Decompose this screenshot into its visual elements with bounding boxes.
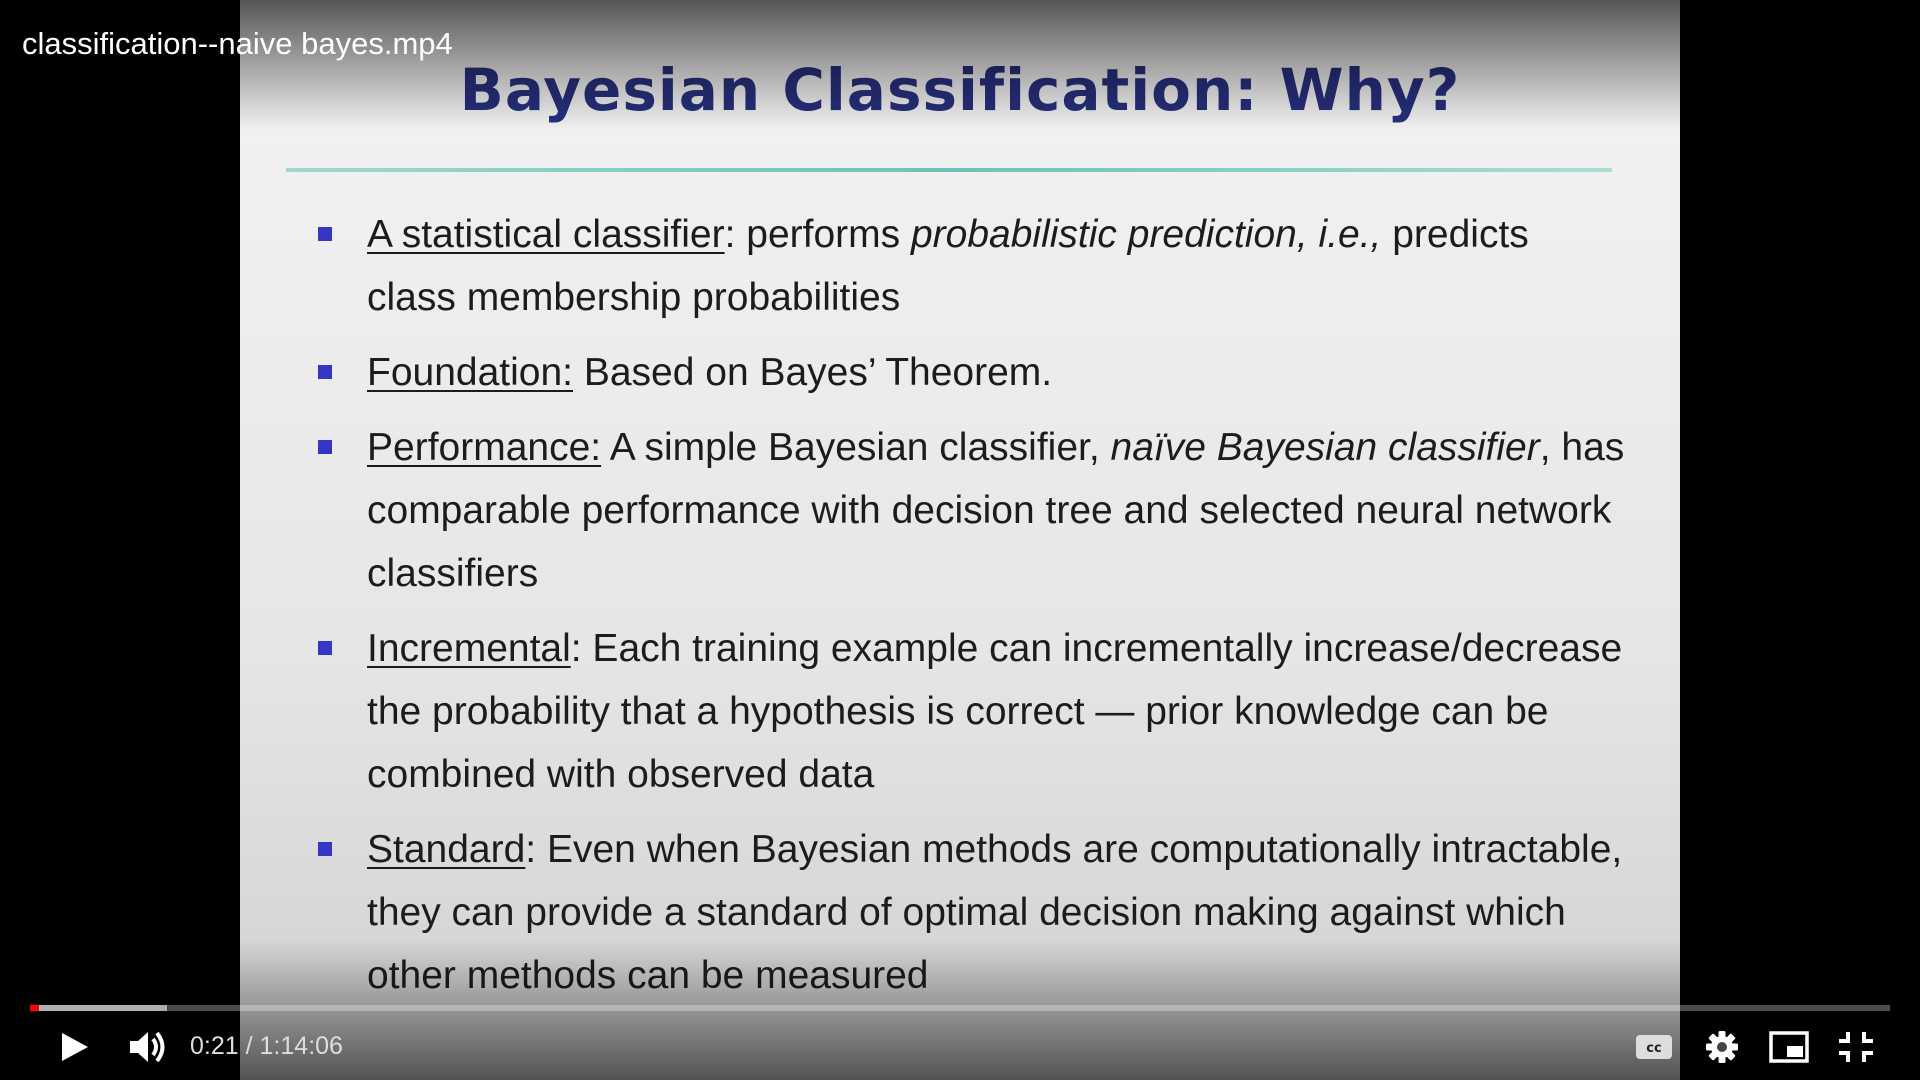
current-time: 0:21 <box>190 1032 239 1060</box>
top-shade <box>0 0 1920 130</box>
bullet-text: Standard <box>367 828 526 871</box>
video-title[interactable]: classification--naive bayes.mp4 <box>22 26 453 61</box>
bullet: Performance: A simple Bayesian classifie… <box>240 416 1627 605</box>
title-rule <box>286 168 1612 172</box>
bullet-text: naïve Bayesian classifier <box>1110 426 1540 469</box>
progress-bar[interactable] <box>30 1005 1890 1011</box>
bullet-marker <box>318 440 332 454</box>
bullet: A statistical classifier: performs proba… <box>240 203 1627 329</box>
bullet-text: : performs <box>724 213 911 256</box>
played-bar <box>30 1005 39 1011</box>
bullet-list: A statistical classifier: performs proba… <box>240 203 1680 1019</box>
exit-fullscreen-button[interactable] <box>1832 1024 1880 1070</box>
bullet-text: Foundation: <box>367 351 573 394</box>
miniplayer-button[interactable] <box>1765 1024 1813 1070</box>
bullet-text: Based on Bayes’ Theorem. <box>573 351 1053 394</box>
slide: Bayesian Classification: Why? A statisti… <box>240 0 1680 1080</box>
bottom-shade <box>0 940 1920 1080</box>
bullet-marker <box>318 842 332 856</box>
bullet-marker <box>318 227 332 241</box>
bullet-text: , has comparable performance with decisi… <box>367 426 1625 595</box>
bullet-text: A simple Bayesian classifier, <box>601 426 1111 469</box>
bullet-text: predicts class membership probabilities <box>367 213 1529 319</box>
time-display: 0:21 / 1:14:06 <box>190 1032 343 1061</box>
bullet-marker <box>318 641 332 655</box>
buffered-bar <box>30 1005 167 1011</box>
svg-text:ᴄᴄ: ᴄᴄ <box>1646 1041 1661 1056</box>
settings-button[interactable] <box>1698 1024 1746 1070</box>
duration: 1:14:06 <box>259 1032 343 1060</box>
volume-button[interactable] <box>124 1024 172 1070</box>
time-separator: / <box>245 1032 253 1060</box>
play-button[interactable] <box>50 1024 98 1070</box>
bullet-text: Incremental <box>367 627 571 670</box>
bullet: Incremental: Each training example can i… <box>240 617 1627 806</box>
bullet-text: : Each training example can incrementall… <box>367 627 1623 796</box>
bullet-text: probabilistic prediction, i.e., <box>910 213 1382 256</box>
bullet-text: Performance: <box>367 426 602 469</box>
bullet: Foundation: Based on Bayes’ Theorem. <box>240 341 1627 404</box>
bullet-text: A statistical classifier <box>367 213 725 256</box>
captions-button[interactable]: ᴄᴄ <box>1630 1024 1678 1070</box>
bullet-marker <box>318 365 332 379</box>
